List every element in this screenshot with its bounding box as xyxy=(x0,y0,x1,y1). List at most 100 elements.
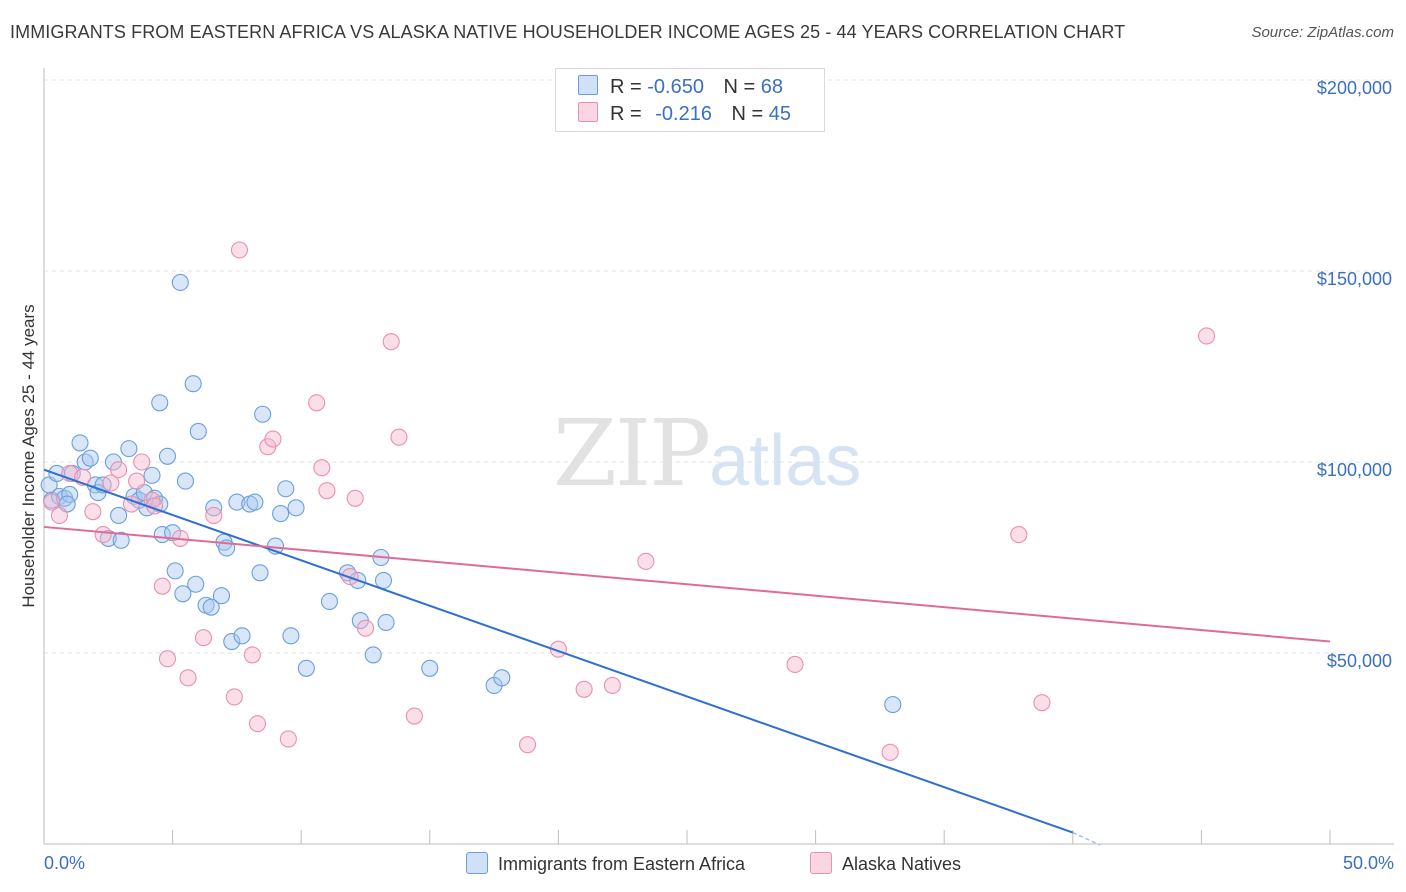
point-eastern-africa xyxy=(493,669,511,687)
point-alaska-natives xyxy=(382,333,400,351)
chart-title: IMMIGRANTS FROM EASTERN AFRICA VS ALASKA… xyxy=(10,22,1126,42)
point-eastern-africa xyxy=(171,273,189,292)
point-eastern-africa xyxy=(158,447,177,465)
point-eastern-africa xyxy=(228,493,246,511)
point-alaska-natives xyxy=(230,241,249,259)
legend-n-value: 45 xyxy=(768,103,792,125)
point-alaska-natives xyxy=(43,493,61,511)
point-eastern-africa xyxy=(421,659,439,677)
point-alaska-natives xyxy=(637,552,655,570)
point-alaska-natives xyxy=(243,646,261,664)
y-axis-title: Householder Income Ages 25 - 44 years xyxy=(19,304,38,607)
point-alaska-natives xyxy=(390,428,408,446)
axis-labels: $50,000 $100,000 $150,000 $200,000 0.0% 50.0%… xyxy=(19,78,1394,873)
grid-lines xyxy=(44,79,1394,654)
point-alaska-natives xyxy=(279,730,297,748)
point-eastern-africa xyxy=(120,440,138,458)
point-eastern-africa xyxy=(272,505,290,523)
point-eastern-africa xyxy=(254,405,272,423)
point-alaska-natives xyxy=(264,430,282,448)
bottom-legend-label: Alaska Natives xyxy=(842,854,962,874)
point-alaska-natives xyxy=(179,669,197,687)
point-alaska-natives xyxy=(205,506,223,525)
point-eastern-africa xyxy=(61,485,79,504)
point-eastern-africa xyxy=(884,696,902,714)
point-eastern-africa xyxy=(320,592,339,610)
point-eastern-africa xyxy=(282,627,300,645)
point-eastern-africa xyxy=(297,659,315,677)
point-eastern-africa xyxy=(184,375,202,393)
point-eastern-africa xyxy=(174,585,192,603)
legend-n-value: 68 xyxy=(760,76,784,98)
point-alaska-natives xyxy=(1197,327,1216,345)
point-alaska-natives xyxy=(248,715,267,733)
y-tick-label: $200,000 xyxy=(1317,78,1392,98)
point-eastern-africa xyxy=(81,449,99,467)
point-eastern-africa xyxy=(202,598,220,616)
point-alaska-natives xyxy=(313,459,331,477)
point-alaska-natives xyxy=(786,655,804,674)
point-alaska-natives xyxy=(133,453,151,471)
point-eastern-africa xyxy=(233,627,251,645)
legend-n-label: N = xyxy=(731,103,764,125)
point-eastern-africa xyxy=(189,422,207,440)
point-eastern-africa xyxy=(71,434,89,452)
y-tick-label: $100,000 xyxy=(1317,460,1392,480)
x-tick-label-min: 0.0% xyxy=(44,853,85,873)
point-eastern-africa xyxy=(187,575,205,593)
point-eastern-africa xyxy=(377,613,395,631)
point-alaska-natives xyxy=(346,489,364,507)
point-alaska-natives xyxy=(128,472,146,490)
point-alaska-natives xyxy=(153,577,171,595)
legend-r-label: R = xyxy=(610,103,642,125)
trend-lines xyxy=(43,468,1331,846)
axes xyxy=(43,68,1394,845)
point-alaska-natives xyxy=(1033,694,1051,712)
point-eastern-africa xyxy=(112,531,130,549)
source-label: Source: ZipAtlas.com xyxy=(1251,24,1394,41)
point-eastern-africa xyxy=(143,466,161,484)
bottom-legend-eastern-africa: Immigrants from Eastern Africa xyxy=(466,852,745,875)
data-points xyxy=(40,241,1216,761)
bottom-legend-swatch-blue xyxy=(466,852,488,874)
legend-row-alaska-natives: R = -0.216 N = 45 xyxy=(578,102,791,126)
point-alaska-natives xyxy=(110,461,128,479)
point-eastern-africa xyxy=(176,472,195,490)
point-alaska-natives xyxy=(575,680,593,698)
legend-swatch-blue xyxy=(578,75,598,95)
point-alaska-natives xyxy=(518,736,537,754)
point-eastern-africa xyxy=(374,571,393,589)
point-alaska-natives xyxy=(1010,526,1028,544)
point-alaska-natives xyxy=(603,676,621,695)
trend-line-eastern-africa xyxy=(43,468,1074,834)
point-alaska-natives xyxy=(94,526,112,544)
legend-r-value: -0.650 xyxy=(647,76,704,98)
point-alaska-natives xyxy=(194,629,213,647)
legend-r-value: -0.216 xyxy=(655,103,712,125)
y-tick-label: $50,000 xyxy=(1327,651,1392,671)
trend-line-eastern-africa-extension xyxy=(1072,831,1101,846)
point-alaska-natives xyxy=(308,394,326,412)
watermark-zip: ZIP xyxy=(553,400,711,507)
bottom-legend-label: Immigrants from Eastern Africa xyxy=(498,854,746,874)
point-alaska-natives xyxy=(84,503,102,521)
point-alaska-natives xyxy=(158,650,177,668)
legend-row-eastern-africa: R = -0.650 N = 68 xyxy=(578,75,783,99)
point-alaska-natives xyxy=(50,506,68,525)
point-alaska-natives xyxy=(881,743,899,761)
point-eastern-africa xyxy=(223,632,241,651)
point-eastern-africa xyxy=(287,499,305,517)
bottom-legend-alaska-natives: Alaska Natives xyxy=(810,852,961,875)
watermark: ZIPatlas xyxy=(553,400,861,507)
legend-swatch-pink xyxy=(578,102,598,122)
watermark-atlas: atlas xyxy=(709,421,862,501)
point-alaska-natives xyxy=(405,707,423,725)
point-eastern-africa xyxy=(364,646,382,664)
x-tick-label-max: 50.0% xyxy=(1343,853,1394,873)
point-eastern-africa xyxy=(251,564,269,582)
correlation-legend: R = -0.650 N = 68 R = -0.216 N = 45 xyxy=(555,68,825,132)
legend-n-label: N = xyxy=(723,76,756,98)
point-eastern-africa xyxy=(277,480,295,498)
point-alaska-natives xyxy=(225,688,243,706)
